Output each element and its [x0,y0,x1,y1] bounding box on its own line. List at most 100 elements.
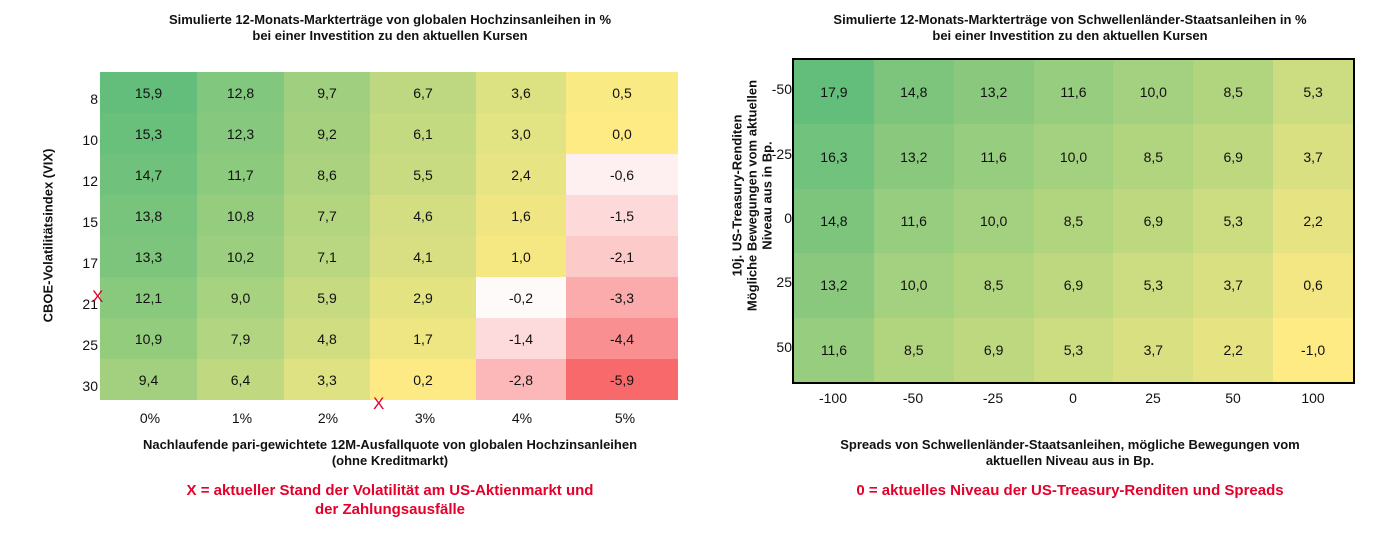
heatmap-cell: 10,0 [1113,60,1194,125]
left-chart-title: Simulierte 12-Monats-Markterträge von gl… [60,12,720,44]
left-xlabel-line1: Nachlaufende pari-gewichtete 12M-Ausfall… [142,437,638,452]
left-xlabel-line2: (ohne Kreditmarkt) [331,453,449,468]
left-note: X = aktueller Stand der Volatilität am U… [60,481,720,519]
heatmap-cell: 11,6 [794,317,874,382]
heatmap-cell: 5,9 [284,277,370,318]
right-chart-title: Simulierte 12-Monats-Markterträge von Sc… [740,12,1393,44]
left-title-line2: bei einer Investition zu den aktuellen K… [252,28,528,43]
heatmap-cell: 5,3 [1273,60,1353,125]
heatmap-cell: 9,7 [284,72,370,113]
heatmap-cell: 14,8 [873,60,954,125]
heatmap-cell: 5,3 [1033,317,1114,382]
right-x-axis-label: Spreads von Schwellenländer-Staatsanleih… [740,437,1393,469]
heatmap-cell: 10,0 [953,188,1034,254]
y-tick-label: -25 [771,145,792,162]
heatmap-cell: 16,3 [794,124,874,189]
heatmap-cell: 12,3 [197,113,284,154]
heatmap-cell: -2,1 [566,236,678,277]
heatmap-cell: 5,3 [1193,188,1274,254]
left-y-axis-label: CBOE-Volatilitätsindex (VIX) [40,148,56,323]
heatmap-cell: -0,2 [476,277,566,318]
heatmap-cell: 8,5 [1193,60,1274,125]
heatmap-cell: 10,2 [197,236,284,277]
heatmap-cell: 13,2 [794,253,874,318]
heatmap-cell: 6,4 [197,359,284,400]
heatmap-cell: 4,8 [284,318,370,359]
heatmap-cell: 11,6 [873,188,954,254]
heatmap-cell: -2,8 [476,359,566,400]
heatmap-cell: 4,1 [370,236,476,277]
heatmap-cell: 0,6 [1273,253,1353,318]
heatmap-cell: -1,5 [566,195,678,236]
heatmap-cell: -3,3 [566,277,678,318]
y-tick-label: 30 [82,377,98,394]
heatmap-cell: 10,0 [873,253,954,318]
left-note-line2: der Zahlungsausfälle [314,501,466,518]
heatmap-cell: 5,5 [370,154,476,195]
heatmap-cell: -0,6 [566,154,678,195]
y-tick-label: 15 [82,213,98,230]
heatmap-cell: 6,7 [370,72,476,113]
heatmap-cell: 3,6 [476,72,566,113]
heatmap-cell: 3,7 [1273,124,1353,189]
marker-vix: X [92,287,104,306]
heatmap-cell: 15,9 [100,72,197,113]
heatmap-cell: 10,0 [1033,124,1114,189]
heatmap-cell: 3,0 [476,113,566,154]
y-tick-label: 50 [776,338,792,355]
x-tick-label: -100 [818,390,848,406]
heatmap-cell: 11,6 [1033,60,1114,125]
right-title-line1: Simulierte 12-Monats-Markterträge von Sc… [833,12,1307,27]
x-tick-label: 25 [1145,390,1161,406]
heatmap-cell: 7,1 [284,236,370,277]
heatmap-cell: 8,6 [284,154,370,195]
heatmap-cell: 10,8 [197,195,284,236]
heatmap-cell: 3,3 [284,359,370,400]
y-tick-label: -50 [771,81,792,98]
x-tick-label: -25 [982,390,1004,406]
heatmap-cell: 11,7 [197,154,284,195]
heatmap-cell: 17,9 [794,60,874,125]
y-tick-label: 21 [82,295,98,312]
heatmap-cell: 6,1 [370,113,476,154]
right-xlabel-line2: aktuellen Niveau aus in Bp. [985,453,1155,468]
heatmap-cell: 2,9 [370,277,476,318]
heatmap-cell: 13,8 [100,195,197,236]
y-tick-label: 12 [82,172,98,189]
x-tick-label: 50 [1225,390,1241,406]
left-heatmap: 15,9 12,8 9,7 6,7 3,6 0,5 15,3 12,3 9,2 6,1 3,0 0,0… [100,72,678,400]
heatmap-cell: 4,6 [370,195,476,236]
heatmap-cell: 6,9 [1033,253,1114,318]
heatmap-cell: 9,4 [100,359,197,400]
heatmap-cell: 7,9 [197,318,284,359]
heatmap-cell: 0,2 [370,359,476,400]
y-tick-label: 8 [90,90,98,107]
right-title-line2: bei einer Investition zu den aktuellen K… [932,28,1208,43]
heatmap-cell: 0,5 [566,72,678,113]
heatmap-cell: 1,6 [476,195,566,236]
heatmap-cell: 14,7 [100,154,197,195]
x-tick-label: 5% [614,410,636,426]
x-tick-label: 1% [231,410,253,426]
heatmap-cell: 9,2 [284,113,370,154]
heatmap-cell: 9,0 [197,277,284,318]
right-note: 0 = aktuelles Niveau der US-Treasury-Ren… [856,482,1284,499]
heatmap-cell: 6,9 [1193,124,1274,189]
y-tick-label: 25 [82,336,98,353]
heatmap-cell: 13,2 [953,60,1034,125]
right-heatmap: 17,9 14,8 13,2 11,6 10,0 8,5 5,3 16,3 13,2 11,6 10… [792,58,1355,384]
heatmap-cell: 0,0 [566,113,678,154]
heatmap-cell: 15,3 [100,113,197,154]
left-note-line1: X = aktueller Stand der Volatilität am U… [186,482,594,499]
heatmap-cell: 5,3 [1113,253,1194,318]
marker-default-rate: X [373,394,385,413]
heatmap-cell: 1,7 [370,318,476,359]
x-tick-label: -50 [902,390,924,406]
heatmap-cell: 8,5 [953,253,1034,318]
heatmap-cell: 14,8 [794,188,874,254]
heatmap-cell: -5,9 [566,359,678,400]
heatmap-cell: 6,9 [953,317,1034,382]
left-x-axis-label: Nachlaufende pari-gewichtete 12M-Ausfall… [60,437,720,469]
x-tick-label: 0% [139,410,161,426]
heatmap-cell: 2,4 [476,154,566,195]
